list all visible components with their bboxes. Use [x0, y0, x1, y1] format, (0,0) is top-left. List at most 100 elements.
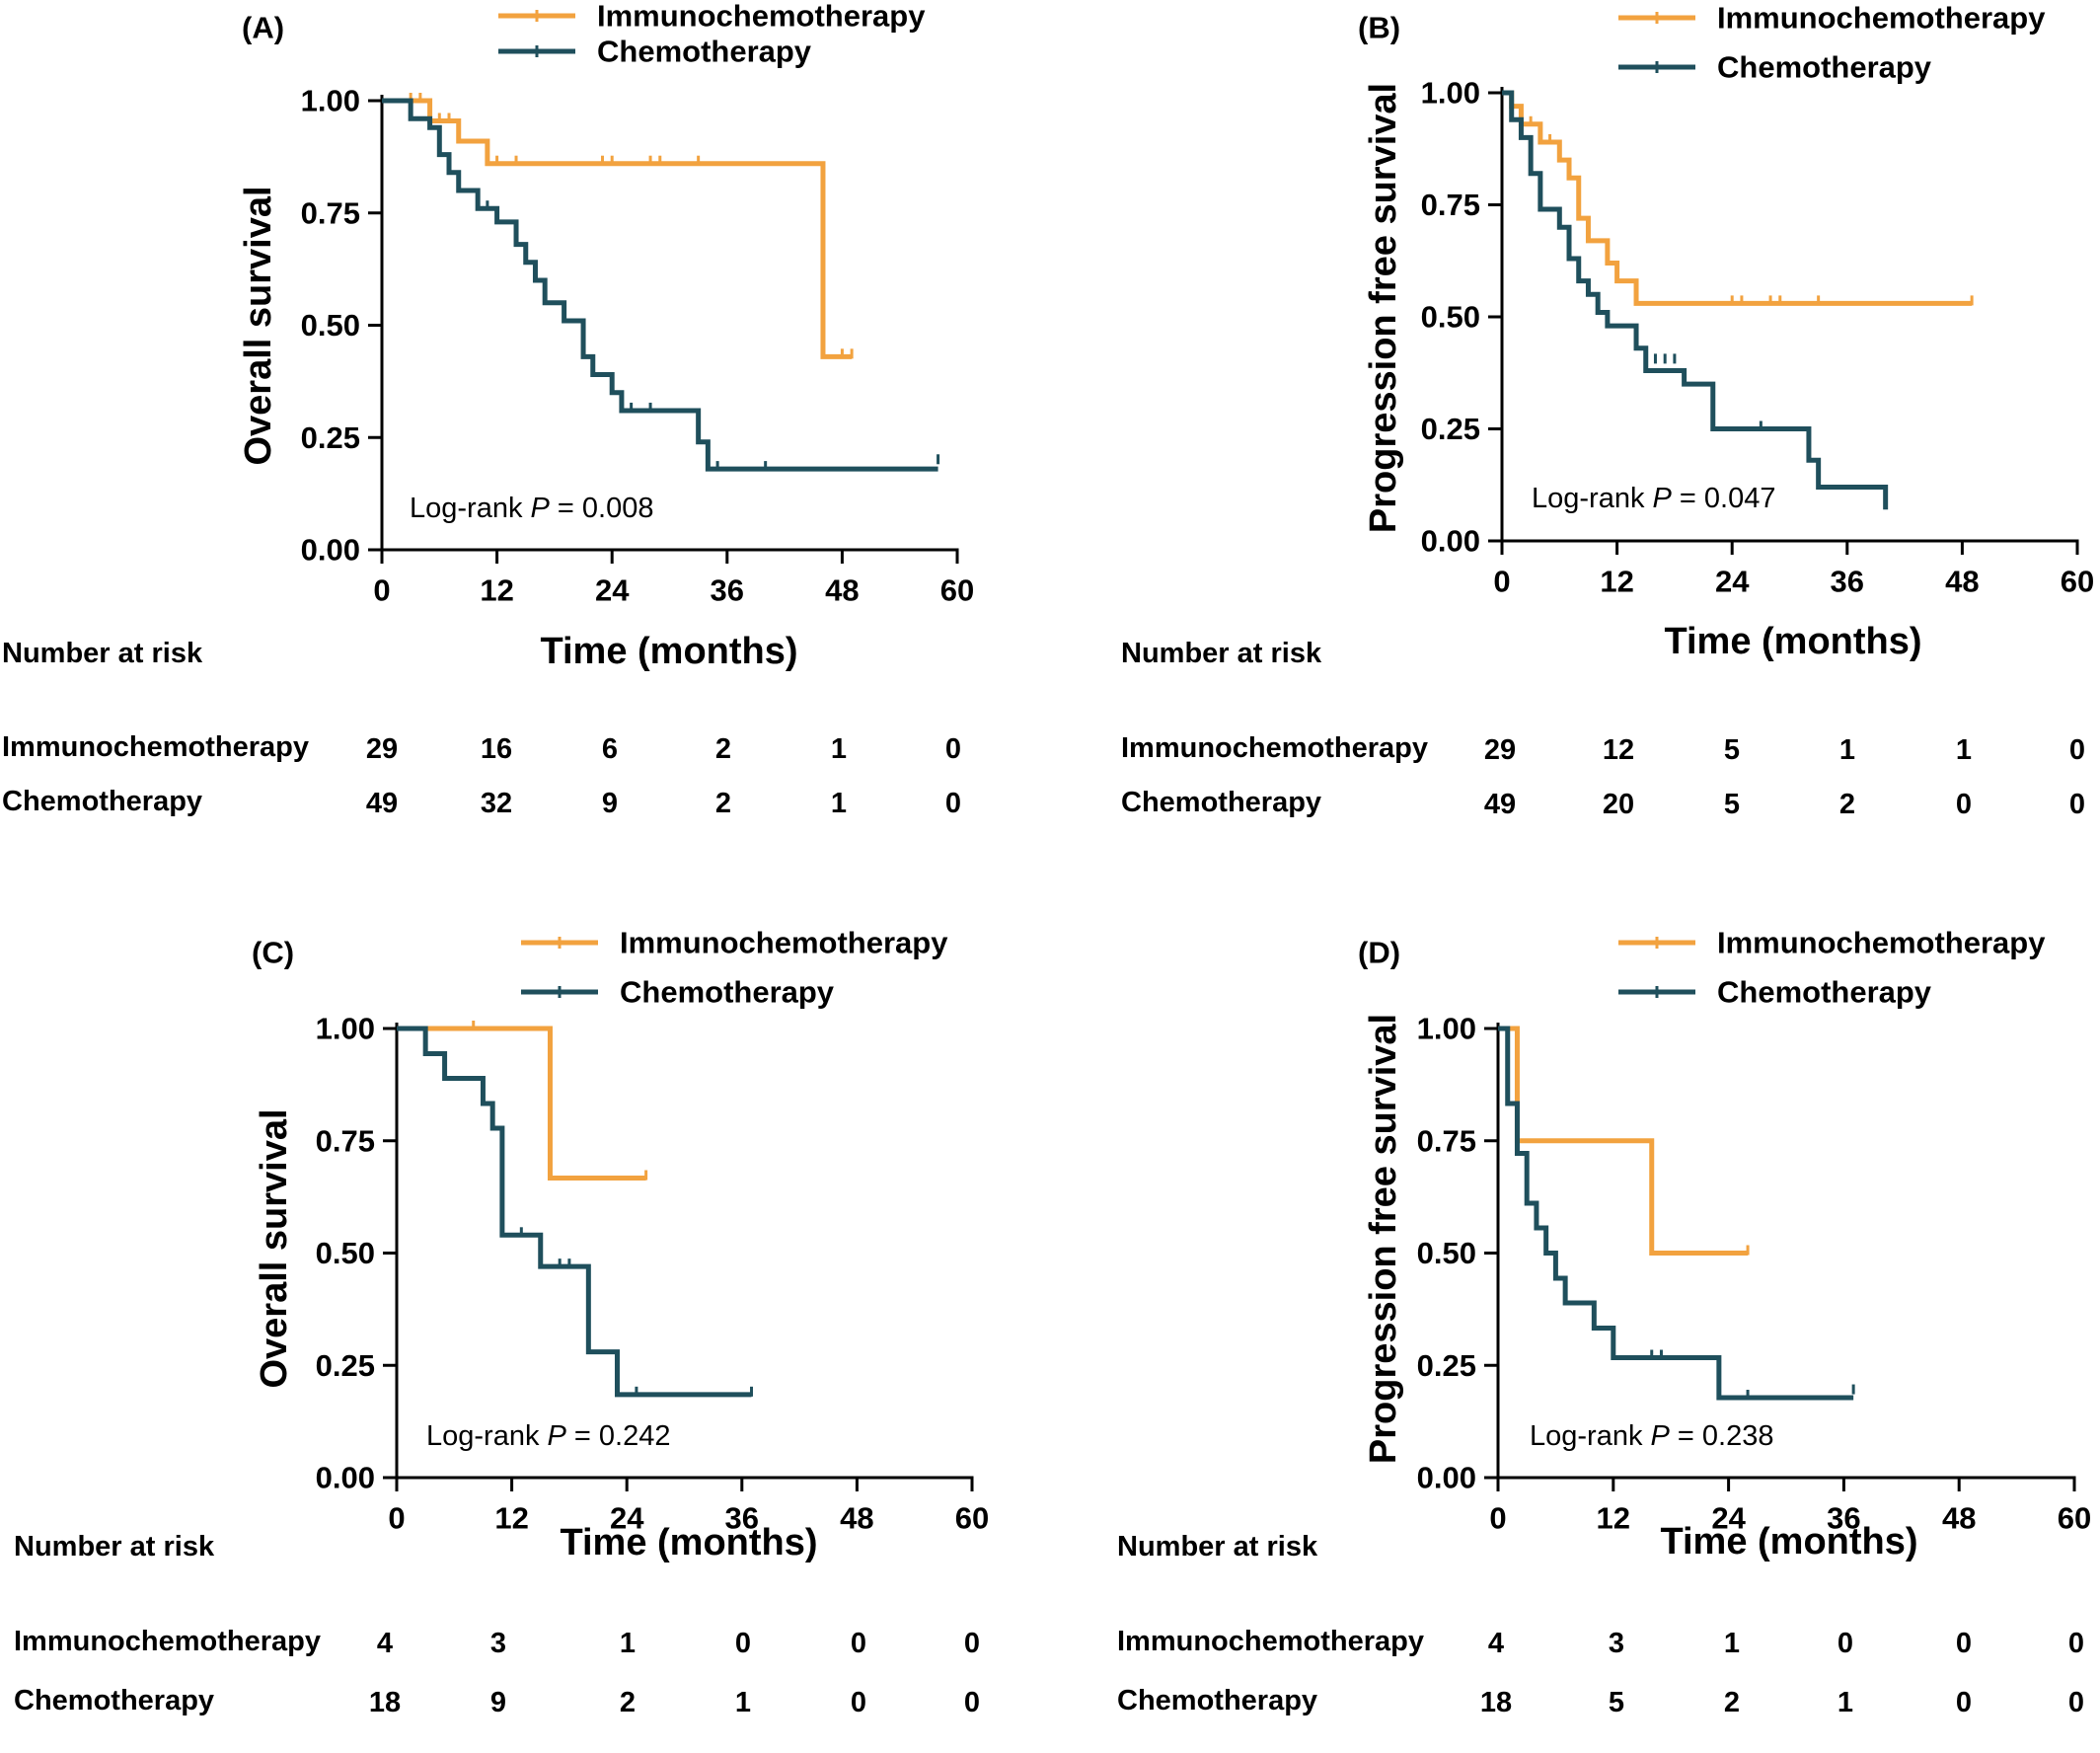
- risk-count: 1: [831, 733, 847, 765]
- y-tick-label: 1.00: [316, 1012, 375, 1046]
- y-tick-label: 0.75: [1421, 188, 1480, 222]
- risk-count: 20: [1603, 789, 1634, 820]
- x-tick-label: 0: [388, 1501, 405, 1536]
- risk-count: 0: [2068, 1628, 2084, 1659]
- y-tick-label: 0.25: [1417, 1348, 1476, 1383]
- y-axis-label: Progression free survival: [1363, 83, 1404, 533]
- legend-label: Immunochemotherapy: [620, 926, 948, 960]
- risk-count: 0: [2068, 1687, 2084, 1718]
- y-tick-label: 0.00: [1421, 524, 1480, 559]
- risk-row-label: Immunochemotherapy: [14, 1626, 321, 1657]
- risk-count: 0: [851, 1628, 866, 1659]
- risk-count: 1: [620, 1628, 636, 1659]
- y-tick-label: 1.00: [1421, 76, 1480, 111]
- risk-count: 2: [1724, 1687, 1740, 1718]
- risk-count: 0: [964, 1628, 980, 1659]
- x-tick-label: 24: [610, 1501, 644, 1536]
- panel-label: (C): [252, 936, 294, 970]
- y-tick-label: 0.00: [1417, 1461, 1476, 1495]
- risk-count: 49: [1484, 789, 1516, 820]
- x-axis-label: Time (months): [1660, 1521, 1917, 1562]
- km-curve: [397, 1026, 752, 1398]
- risk-count: 18: [1480, 1687, 1512, 1718]
- km-curve: [1502, 90, 1889, 510]
- x-tick-label: 12: [1600, 565, 1633, 599]
- risk-count: 0: [2069, 734, 2085, 766]
- x-tick-label: 36: [725, 1501, 759, 1536]
- risk-row-label: Chemotherapy: [1121, 787, 1321, 818]
- risk-count: 18: [369, 1687, 401, 1718]
- pvalue-label: Log-rank P = 0.008: [410, 493, 653, 524]
- legend-label: Immunochemotherapy: [1717, 926, 2046, 960]
- x-tick-label: 12: [1597, 1501, 1630, 1536]
- x-tick-label: 60: [955, 1501, 989, 1536]
- x-tick-label: 36: [1831, 565, 1864, 599]
- pvalue-label: Log-rank P = 0.047: [1532, 483, 1775, 514]
- risk-count: 2: [715, 733, 731, 765]
- risk-count: 0: [851, 1687, 866, 1718]
- risk-row-label: Immunochemotherapy: [1117, 1626, 1424, 1657]
- risk-count: 3: [1609, 1628, 1624, 1659]
- risk-count: 1: [831, 788, 847, 819]
- risk-count: 5: [1609, 1687, 1624, 1718]
- risk-row-label: Immunochemotherapy: [2, 731, 309, 763]
- risk-count: 0: [1956, 1628, 1972, 1659]
- x-tick-label: 60: [2058, 1501, 2091, 1536]
- km-curve: [1498, 1026, 1749, 1256]
- y-tick-label: 0.50: [316, 1236, 375, 1270]
- risk-count: 16: [481, 733, 512, 765]
- risk-count: 49: [366, 788, 398, 819]
- pvalue-label: Log-rank P = 0.238: [1530, 1420, 1773, 1452]
- legend-label: Chemotherapy: [620, 975, 835, 1010]
- risk-count: 5: [1724, 734, 1740, 766]
- legend-label: Chemotherapy: [1717, 975, 1932, 1010]
- y-axis-label: Overall survival: [254, 1108, 295, 1388]
- risk-count: 1: [1956, 734, 1972, 766]
- x-tick-label: 36: [1827, 1501, 1860, 1536]
- risk-count: 6: [602, 733, 618, 765]
- risk-count: 9: [490, 1687, 506, 1718]
- y-tick-label: 0.00: [301, 533, 360, 568]
- legend-label: Immunochemotherapy: [597, 0, 926, 34]
- risk-count: 0: [1956, 1687, 1972, 1718]
- y-tick-label: 0.00: [316, 1461, 375, 1495]
- risk-count: 3: [490, 1628, 506, 1659]
- x-tick-label: 48: [840, 1501, 873, 1536]
- x-tick-label: 0: [373, 573, 390, 608]
- x-tick-label: 60: [2061, 565, 2094, 599]
- risk-count: 4: [1488, 1628, 1504, 1659]
- risk-count: 0: [945, 788, 961, 819]
- risk-row-label: Chemotherapy: [2, 786, 202, 817]
- risk-count: 2: [620, 1687, 636, 1718]
- y-tick-label: 0.50: [1417, 1236, 1476, 1270]
- panel-label: (B): [1358, 11, 1400, 45]
- risk-count: 0: [2069, 789, 2085, 820]
- risk-count: 2: [1839, 789, 1855, 820]
- risk-table-title: Number at risk: [1117, 1531, 1318, 1562]
- legend-label: Chemotherapy: [1717, 50, 1932, 85]
- x-tick-label: 12: [494, 1501, 528, 1536]
- y-tick-label: 1.00: [1417, 1012, 1476, 1046]
- km-curve: [1502, 90, 1973, 306]
- km-panel-1: (A)0.000.250.500.751.000 12 24 36 48 60Overal…: [2, 0, 974, 819]
- y-tick-label: 0.50: [301, 308, 360, 343]
- risk-row-label: Chemotherapy: [1117, 1685, 1317, 1716]
- risk-count: 0: [964, 1687, 980, 1718]
- panel-label: (A): [242, 11, 284, 45]
- x-tick-label: 0: [1489, 1501, 1506, 1536]
- risk-count: 2: [715, 788, 731, 819]
- km-curve: [1498, 1026, 1854, 1401]
- x-axis-label: Time (months): [1664, 621, 1921, 662]
- km-panel-3: (C)0.000.250.500.751.000 12 24 36 48 60Overal…: [14, 926, 989, 1719]
- risk-count: 29: [1484, 734, 1516, 766]
- x-axis-label: Time (months): [560, 1522, 817, 1563]
- x-tick-label: 48: [825, 573, 859, 608]
- y-axis-label: Progression free survival: [1363, 1014, 1404, 1464]
- x-tick-label: 24: [595, 573, 630, 608]
- risk-row-label: Immunochemotherapy: [1121, 732, 1428, 764]
- y-tick-label: 0.75: [301, 195, 360, 230]
- risk-count: 1: [735, 1687, 751, 1718]
- risk-count: 9: [602, 788, 618, 819]
- y-tick-label: 1.00: [301, 84, 360, 118]
